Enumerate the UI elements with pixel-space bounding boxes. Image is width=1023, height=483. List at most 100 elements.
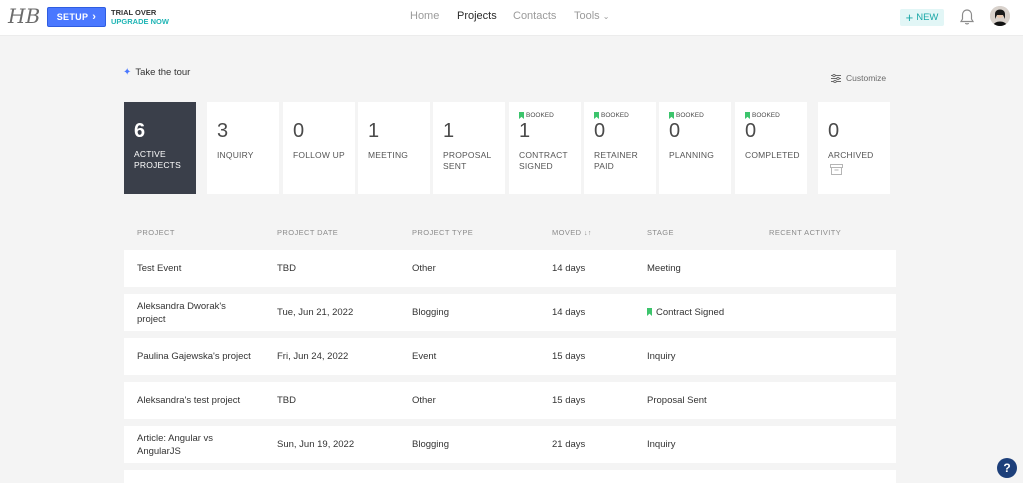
- stage-label: ACTIVE PROJECTS: [134, 149, 181, 170]
- project-moved: 14 days: [552, 307, 586, 318]
- table-row[interactable]: Test Event TBD Other 14 days Meeting: [124, 250, 896, 287]
- projects-table-header: PROJECT PROJECT DATE PROJECT TYPE MOVED …: [124, 228, 896, 242]
- bookmark-icon: [745, 112, 750, 119]
- sort-arrows-icon: ↓↑: [584, 230, 592, 237]
- plus-icon: +: [905, 10, 914, 25]
- top-navigation: HB SETUP › TRIAL OVER UPGRADE NOW Home P…: [0, 0, 1023, 36]
- stage-card-proposal-sent[interactable]: 1 PROPOSAL SENT: [433, 102, 505, 194]
- nav-tools-label: Tools: [574, 10, 600, 22]
- project-stage: Inquiry: [647, 439, 676, 450]
- customize-button[interactable]: Customize: [831, 73, 886, 83]
- setup-button[interactable]: SETUP ›: [47, 7, 106, 27]
- project-name[interactable]: Paulina Gajewska's project: [137, 351, 251, 362]
- booked-tag: BOOKED: [594, 112, 629, 119]
- stage-label: RETAINER PAID: [594, 150, 638, 171]
- new-button[interactable]: + NEW: [900, 9, 944, 26]
- bookmark-icon: [647, 308, 652, 316]
- stage-label: INQUIRY: [217, 150, 254, 160]
- booked-label: BOOKED: [601, 112, 629, 119]
- table-row[interactable]: [124, 470, 896, 483]
- stage-card-inquiry[interactable]: 3 INQUIRY: [207, 102, 279, 194]
- archive-box-icon: [830, 164, 843, 175]
- booked-label: BOOKED: [752, 112, 780, 119]
- project-type: Blogging: [412, 307, 449, 318]
- stage-label: COMPLETED: [745, 150, 800, 160]
- upgrade-now-link[interactable]: UPGRADE NOW: [111, 17, 169, 26]
- customize-label: Customize: [846, 73, 887, 83]
- stage-label: MEETING: [368, 150, 409, 160]
- booked-label: BOOKED: [676, 112, 704, 119]
- project-stage-label: Contract Signed: [656, 307, 725, 318]
- project-type: Other: [412, 395, 436, 406]
- take-the-tour-link[interactable]: ✦ Take the tour: [123, 67, 190, 78]
- stage-card-archived[interactable]: 0 ARCHIVED: [818, 102, 890, 194]
- stage-count: 0: [669, 120, 681, 142]
- project-name[interactable]: Article: Angular vs AngularJS: [137, 433, 214, 457]
- project-date: TBD: [277, 263, 296, 274]
- project-stage: Meeting: [647, 263, 681, 274]
- stage-count: 0: [745, 120, 757, 142]
- stage-count: 3: [217, 120, 229, 142]
- stage-count: 1: [368, 120, 380, 142]
- table-row[interactable]: Paulina Gajewska's project Fri, Jun 24, …: [124, 338, 896, 375]
- project-moved: 15 days: [552, 395, 586, 406]
- stage-count: 1: [519, 120, 531, 142]
- stage-card-retainer-paid[interactable]: BOOKED 0 RETAINER PAID: [584, 102, 656, 194]
- nav-home[interactable]: Home: [410, 10, 440, 22]
- stage-card-completed[interactable]: BOOKED 0 COMPLETED: [735, 102, 807, 194]
- stage-card-active-projects[interactable]: 6 ACTIVE PROJECTS: [124, 102, 196, 194]
- project-date: Tue, Jun 21, 2022: [277, 307, 354, 318]
- stage-label: CONTRACT SIGNED: [519, 150, 568, 171]
- sliders-icon: [831, 73, 841, 83]
- bookmark-icon: [519, 112, 524, 119]
- column-header-project-date[interactable]: PROJECT DATE: [277, 228, 339, 237]
- project-type: Other: [412, 263, 436, 274]
- project-date: Sun, Jun 19, 2022: [277, 439, 355, 450]
- chevron-down-icon: ⌄: [602, 12, 610, 21]
- column-header-stage[interactable]: STAGE: [647, 228, 674, 237]
- table-row[interactable]: Aleksandra Dworak's project Tue, Jun 21,…: [124, 294, 896, 331]
- nav-contacts[interactable]: Contacts: [513, 10, 557, 22]
- nav-tools[interactable]: Tools ⌄: [574, 10, 609, 22]
- trial-status: TRIAL OVER UPGRADE NOW: [111, 8, 169, 26]
- setup-label: SETUP: [56, 12, 89, 22]
- table-row[interactable]: Article: Angular vs AngularJS Sun, Jun 1…: [124, 426, 896, 463]
- column-header-moved[interactable]: MOVED ↓↑: [552, 228, 592, 237]
- project-date: TBD: [277, 395, 296, 406]
- stage-card-follow-up[interactable]: 0 FOLLOW UP: [283, 102, 355, 194]
- column-header-project-type[interactable]: PROJECT TYPE: [412, 228, 474, 237]
- honeybook-logo[interactable]: HB: [8, 4, 41, 28]
- stage-count: 6: [134, 120, 146, 142]
- project-stage: Contract Signed: [647, 306, 724, 319]
- project-type: Blogging: [412, 439, 449, 450]
- table-row[interactable]: Aleksandra's test project TBD Other 15 d…: [124, 382, 896, 419]
- stage-card-meeting[interactable]: 1 MEETING: [358, 102, 430, 194]
- stage-label: ARCHIVED: [828, 150, 874, 160]
- stage-label: PLANNING: [669, 150, 715, 160]
- project-type: Event: [412, 351, 437, 362]
- project-date: Fri, Jun 24, 2022: [277, 351, 349, 362]
- stage-count: 0: [828, 120, 840, 142]
- booked-label: BOOKED: [526, 112, 554, 119]
- help-button[interactable]: ?: [997, 458, 1017, 478]
- project-stage: Inquiry: [647, 351, 676, 362]
- stage-count: 0: [594, 120, 606, 142]
- column-header-project[interactable]: PROJECT: [137, 228, 175, 237]
- project-name[interactable]: Aleksandra Dworak's project: [137, 301, 226, 325]
- project-name[interactable]: Aleksandra's test project: [137, 395, 241, 406]
- column-header-recent-activity[interactable]: RECENT ACTIVITY: [769, 228, 842, 237]
- stage-label: FOLLOW UP: [293, 150, 345, 160]
- user-avatar[interactable]: [990, 6, 1010, 26]
- trial-over-text: TRIAL OVER: [111, 8, 157, 17]
- project-moved: 14 days: [552, 263, 586, 274]
- tour-label: Take the tour: [135, 67, 191, 78]
- stage-card-planning[interactable]: BOOKED 0 PLANNING: [659, 102, 731, 194]
- stage-card-contract-signed[interactable]: BOOKED 1 CONTRACT SIGNED: [509, 102, 581, 194]
- project-moved: 15 days: [552, 351, 586, 362]
- bell-icon[interactable]: [959, 8, 975, 26]
- avatar-image: [990, 6, 1010, 26]
- project-name[interactable]: Test Event: [137, 263, 182, 274]
- nav-projects[interactable]: Projects: [457, 10, 497, 22]
- help-label: ?: [1003, 461, 1011, 475]
- project-moved: 21 days: [552, 439, 586, 450]
